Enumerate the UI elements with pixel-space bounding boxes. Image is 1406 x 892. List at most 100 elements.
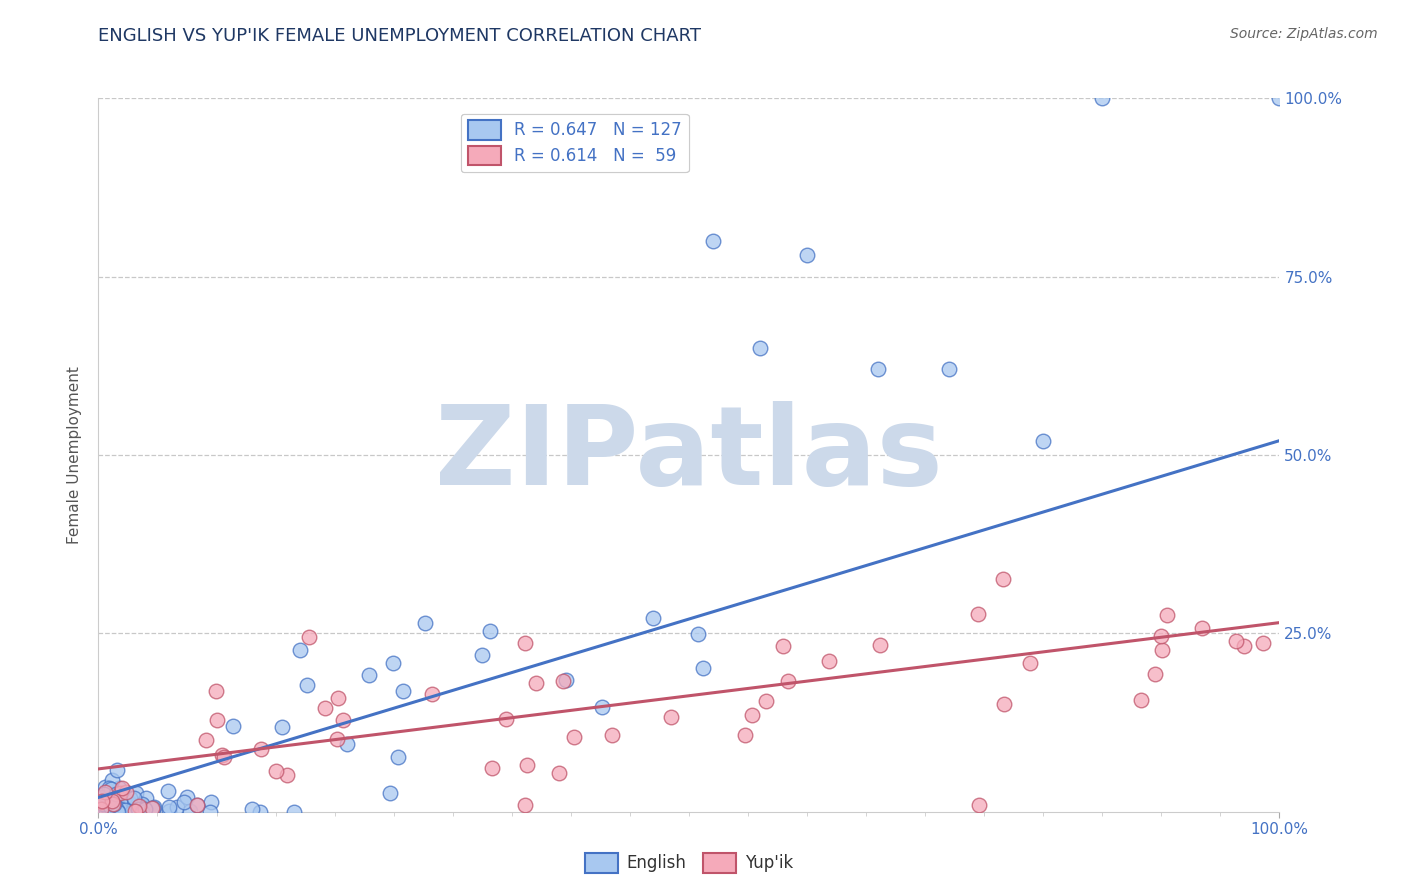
Point [378,786,401,800]
Point [200,795,222,809]
Point [967,607,990,621]
Point [515,797,537,812]
Point [796,248,818,262]
Point [114,793,136,807]
Point [1143,667,1166,681]
Point [98,799,121,814]
Point [90,805,112,819]
Point [103,787,125,801]
Point [96,805,118,819]
Point [1191,621,1213,635]
Point [104,787,127,801]
Point [89,801,111,815]
Y-axis label: Female Unemployment: Female Unemployment [67,366,83,544]
Point [413,615,436,630]
Point [1268,91,1291,105]
Point [516,758,538,772]
Point [481,762,503,776]
Point [422,688,444,702]
Point [114,803,136,817]
Point [1225,633,1247,648]
Point [513,636,536,650]
Point [101,794,124,808]
Point [90,796,112,810]
Point [1091,91,1114,105]
Point [111,805,134,819]
Point [107,805,129,819]
Point [128,798,150,813]
Point [1150,629,1173,643]
Point [194,733,217,747]
Point [776,673,799,688]
Point [938,362,960,376]
Point [817,654,839,668]
Point [105,802,128,816]
Point [1152,643,1174,657]
Point [90,801,112,815]
Point [249,805,271,819]
Point [98,804,121,818]
Point [692,661,714,675]
Point [734,728,756,742]
Point [114,784,136,798]
Point [166,800,188,814]
Point [326,731,349,746]
Point [91,799,114,814]
Point [90,798,112,813]
Point [157,804,180,818]
Point [1129,693,1152,707]
Point [869,638,891,652]
Point [298,630,321,644]
Point [866,362,889,376]
Point [131,805,153,819]
Point [1233,640,1256,654]
Point [105,804,128,818]
Point [157,800,180,814]
Point [108,786,131,800]
Point [221,719,243,733]
Point [135,791,157,805]
Point [471,648,494,663]
Point [94,785,117,799]
Point [93,788,115,802]
Point [1032,434,1054,448]
Point [97,796,120,810]
Point [1251,636,1274,650]
Point [1019,656,1042,670]
Point [297,678,319,692]
Point [205,713,228,727]
Point [314,701,336,715]
Point [120,797,142,811]
Point [104,792,127,806]
Point [772,639,794,653]
Point [548,765,571,780]
Point [211,747,233,762]
Point [176,789,198,804]
Point [105,790,128,805]
Point [124,804,146,818]
Point [97,787,120,801]
Point [198,805,221,819]
Point [357,668,380,682]
Point [103,790,125,805]
Point [104,794,127,808]
Legend: English, Yup'ik: English, Yup'ik [578,847,800,880]
Point [91,789,114,804]
Point [101,794,124,808]
Text: ENGLISH VS YUP'IK FEMALE UNEMPLOYMENT CORRELATION CHART: ENGLISH VS YUP'IK FEMALE UNEMPLOYMENT CO… [98,27,702,45]
Point [132,799,155,814]
Point [94,792,117,806]
Point [270,720,292,734]
Point [283,805,305,819]
Point [108,802,131,816]
Point [141,803,163,817]
Point [87,797,110,812]
Point [328,691,350,706]
Point [266,764,288,779]
Point [524,675,547,690]
Point [186,798,208,813]
Point [688,626,710,640]
Point [107,796,129,810]
Point [141,801,163,815]
Point [173,795,195,809]
